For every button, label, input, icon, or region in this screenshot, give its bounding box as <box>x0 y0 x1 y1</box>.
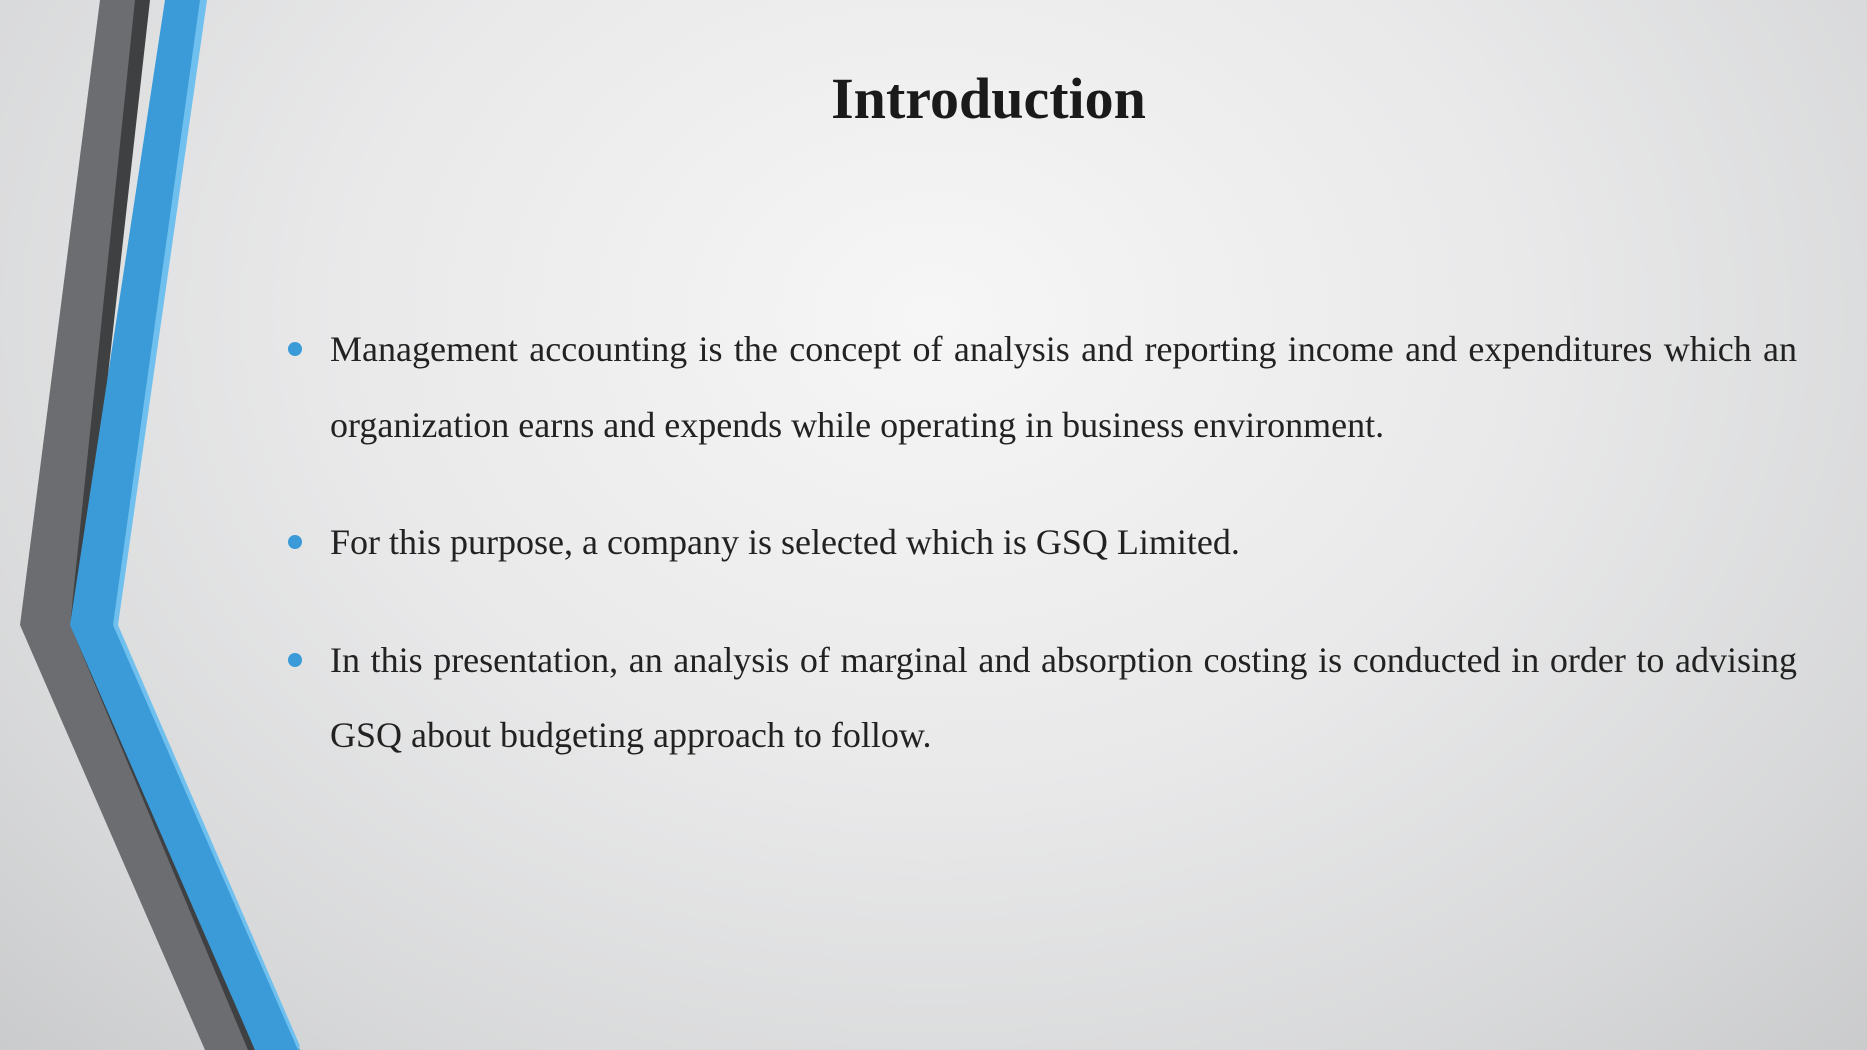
slide: Introduction Management accounting is th… <box>0 0 1867 1050</box>
bullet-list: Management accounting is the concept of … <box>280 312 1797 774</box>
slide-title: Introduction <box>180 65 1797 132</box>
bullet-item: For this purpose, a company is selected … <box>330 505 1797 581</box>
bullet-item: In this presentation, an analysis of mar… <box>330 623 1797 774</box>
bullet-item: Management accounting is the concept of … <box>330 312 1797 463</box>
slide-content: Introduction Management accounting is th… <box>0 0 1867 1050</box>
